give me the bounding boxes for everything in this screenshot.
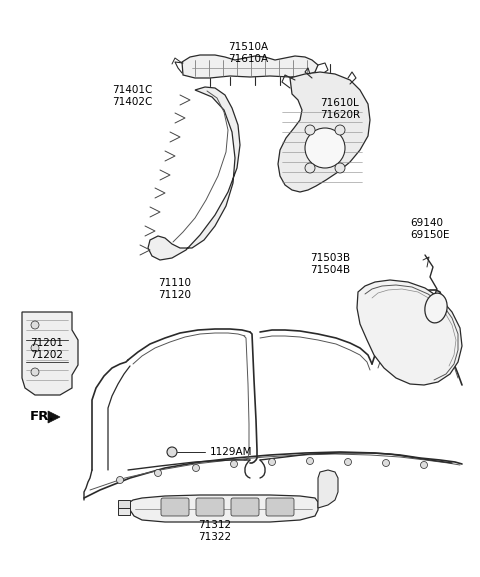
Circle shape [155, 470, 161, 477]
Circle shape [31, 344, 39, 352]
Polygon shape [118, 500, 130, 508]
Polygon shape [357, 280, 462, 385]
Circle shape [335, 125, 345, 135]
Circle shape [305, 163, 315, 173]
FancyBboxPatch shape [196, 498, 224, 516]
Polygon shape [118, 508, 130, 515]
Circle shape [31, 321, 39, 329]
Text: 71503B
71504B: 71503B 71504B [310, 253, 350, 275]
Circle shape [307, 458, 313, 464]
Circle shape [192, 464, 200, 471]
Polygon shape [148, 87, 240, 260]
Circle shape [383, 459, 389, 466]
Circle shape [305, 128, 345, 168]
Circle shape [167, 447, 177, 457]
Polygon shape [130, 495, 318, 522]
Polygon shape [182, 55, 318, 78]
FancyBboxPatch shape [231, 498, 259, 516]
Text: 71610L
71620R: 71610L 71620R [320, 98, 360, 119]
FancyBboxPatch shape [161, 498, 189, 516]
Text: 71510A
71610A: 71510A 71610A [228, 42, 268, 63]
Polygon shape [22, 312, 78, 395]
Polygon shape [318, 470, 338, 508]
Text: 71110
71120: 71110 71120 [158, 278, 191, 299]
Circle shape [31, 368, 39, 376]
Text: 1129AM: 1129AM [210, 447, 252, 457]
Text: 69140
69150E: 69140 69150E [410, 218, 449, 239]
Text: FR.: FR. [30, 410, 55, 424]
Polygon shape [278, 72, 370, 192]
Circle shape [420, 462, 428, 469]
Circle shape [268, 459, 276, 466]
FancyBboxPatch shape [266, 498, 294, 516]
Circle shape [345, 459, 351, 466]
Text: 71401C
71402C: 71401C 71402C [112, 85, 152, 107]
Circle shape [335, 163, 345, 173]
Circle shape [305, 125, 315, 135]
Text: 71312
71322: 71312 71322 [198, 520, 231, 542]
Ellipse shape [425, 293, 447, 323]
Circle shape [117, 477, 123, 484]
Polygon shape [48, 411, 60, 423]
Text: 71201
71202: 71201 71202 [30, 338, 63, 359]
Circle shape [230, 460, 238, 467]
